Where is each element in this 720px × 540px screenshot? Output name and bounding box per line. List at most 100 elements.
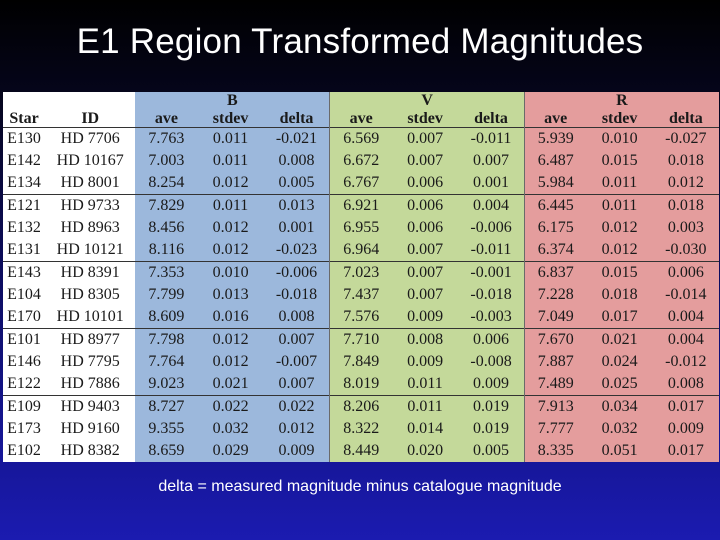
table-row: E146 HD 7795 7.764 0.012 -0.007 7.849 0.009 -0.… [3,351,719,374]
band-header-row: B V R [3,92,719,110]
cell-b-delta: 0.022 [263,395,330,419]
table-row: E142 HD 10167 7.003 0.011 0.008 6.672 0.007 0.0… [3,150,719,172]
table-row: E130 HD 7706 7.763 0.011 -0.021 6.569 0.007 -0.… [3,127,719,151]
cell-v-stdev: 0.007 [407,152,444,170]
cell-v-delta: 0.007 [473,152,510,170]
column-header-b-stdev: stdev [212,109,249,127]
cell-v-delta: -0.011 [470,241,512,259]
cell-id: HD 9403 [45,395,136,419]
cell-r-stdev: 0.024 [601,353,638,371]
cell-r-ave: 7.777 [523,418,587,441]
slide-title: E1 Region Transformed Magnitudes [76,22,644,61]
cell-b-stdev: 0.011 [197,194,264,218]
cell-v-delta: 0.001 [473,174,510,192]
cell-r-delta: 0.004 [652,328,719,352]
cell-v-stdev: 0.011 [392,395,459,419]
cell-star: E170 [7,308,41,326]
cell-v-ave: 6.921 [329,194,393,218]
cell-star: E109 [3,395,46,419]
cell-v-delta: -0.018 [470,286,512,304]
cell-b-delta: 0.008 [278,152,315,170]
cell-b-ave: 9.355 [148,420,185,438]
cell-id: HD 10101 [56,308,124,326]
cell-v-delta: 0.019 [458,395,525,419]
cell-star: E131 [7,241,41,259]
cell-v-delta: -0.006 [470,219,512,237]
cell-b-delta: 0.005 [278,174,315,192]
cell-v-ave: 8.322 [329,418,393,441]
cell-b-stdev: 0.029 [212,442,249,460]
cell-r-ave: 6.487 [523,150,587,172]
column-header-v-stdev: stdev [407,109,443,127]
cell-r-delta: 0.017 [667,442,704,460]
cell-v-delta: 0.004 [458,194,525,218]
cell-v-delta: -0.011 [458,127,525,151]
cell-v-stdev: 0.006 [407,219,444,237]
cell-id: HD 8001 [60,174,120,192]
cell-b-stdev: 0.012 [212,219,249,237]
cell-r-stdev: 0.015 [601,152,638,170]
cell-b-delta: -0.006 [263,261,330,285]
cell-b-ave: 7.003 [148,152,185,170]
cell-v-ave: 7.849 [329,351,393,374]
cell-v-stdev: 0.008 [392,328,459,352]
cell-b-stdev: 0.011 [212,152,249,170]
cell-b-delta: 0.007 [278,375,315,393]
cell-r-ave: 6.374 [523,238,587,262]
magnitude-table: B V R Star ID ave stdev delta ave stdev delta av… [3,92,719,462]
cell-star: E134 [7,174,41,192]
cell-r-ave: 7.913 [523,395,587,419]
cell-v-ave: 6.569 [329,127,393,151]
cell-v-ave: 7.437 [329,284,393,306]
cell-v-ave: 7.023 [329,261,393,285]
cell-b-delta: 0.001 [278,219,315,237]
cell-r-delta: -0.030 [665,241,707,259]
cell-b-ave: 8.456 [148,219,185,237]
cell-id: HD 10121 [56,241,124,259]
cell-v-stdev: 0.011 [407,375,443,393]
cell-b-stdev: 0.013 [212,286,249,304]
cell-b-ave: 8.727 [135,395,198,419]
cell-star: E122 [7,375,41,393]
cell-b-ave: 7.799 [148,286,185,304]
band-header-v: V [329,92,525,110]
column-header-r-delta: delta [668,109,703,127]
cell-b-ave: 7.798 [135,328,198,352]
cell-v-stdev: 0.014 [407,420,444,438]
footnote-caption: delta = measured magnitude minus catalog… [158,478,562,495]
cell-r-ave: 7.228 [523,284,587,306]
cell-r-ave: 7.887 [523,351,587,374]
cell-b-ave: 8.659 [148,442,185,460]
cell-b-delta: -0.023 [275,241,318,259]
table-row: E109 HD 9403 8.727 0.022 0.022 8.206 0.011 0.01… [3,395,719,419]
cell-v-stdev: 0.007 [392,261,459,285]
cell-v-ave: 7.576 [329,306,393,329]
cell-id: HD 8963 [60,219,120,237]
cell-star: E104 [7,286,41,304]
cell-id: HD 10167 [56,152,124,170]
cell-r-delta: 0.018 [652,194,719,218]
cell-v-stdev: 0.007 [392,127,459,151]
band-header-b: B [227,92,238,109]
cell-r-delta: 0.012 [667,174,704,192]
column-header-v-delta: delta [474,109,508,127]
cell-r-ave: 5.984 [523,171,587,195]
cell-v-ave: 6.672 [329,150,393,172]
cell-r-stdev: 0.011 [601,174,638,192]
cell-b-ave: 7.764 [148,353,185,371]
cell-v-delta: 0.005 [473,442,510,460]
cell-r-delta: 0.006 [652,261,719,285]
cell-v-ave: 6.955 [329,217,393,239]
cell-v-delta: -0.003 [470,308,512,326]
cell-b-stdev: 0.032 [212,420,249,438]
table-row: E122 HD 7886 9.023 0.021 0.007 8.019 0.011 0.00… [3,373,719,396]
cell-r-stdev: 0.017 [601,308,638,326]
cell-r-stdev: 0.032 [601,420,638,438]
table-row: E131 HD 10121 8.116 0.012 -0.023 6.964 0.007 -0… [3,238,719,262]
column-header-row: Star ID ave stdev delta ave stdev delta ave stdev… [3,109,719,128]
cell-v-stdev: 0.007 [407,241,444,259]
cell-b-stdev: 0.012 [212,353,249,371]
cell-star: E142 [7,152,41,170]
cell-b-delta: 0.008 [278,308,315,326]
cell-r-delta: -0.012 [665,353,707,371]
